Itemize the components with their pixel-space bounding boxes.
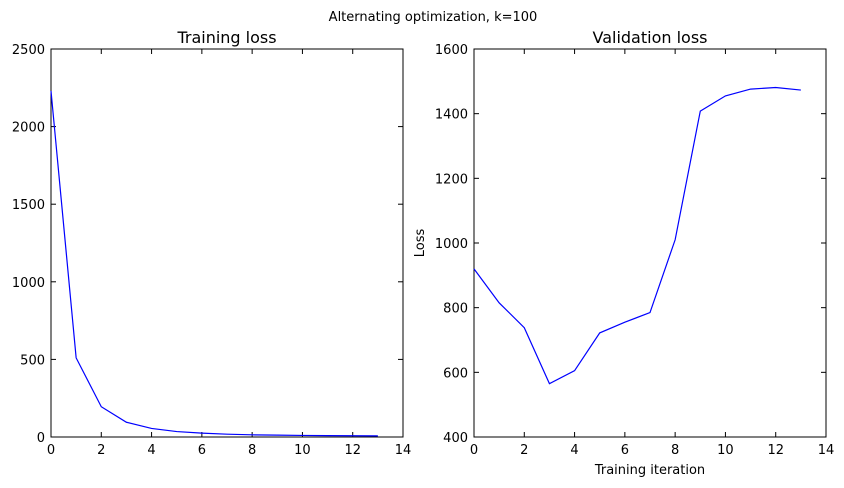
x-tick-label: 10 [294, 443, 311, 458]
y-tick-label: 2500 [12, 43, 45, 58]
y-tick-label: 400 [443, 431, 468, 446]
x-tick-label: 4 [147, 443, 155, 458]
x-tick-label: 12 [344, 443, 361, 458]
x-axis-label: Training iteration [594, 463, 705, 478]
validation-loss-plot: Validation loss 0 2 4 6 8 10 12 14 400 600 800 1000 1… [413, 28, 834, 478]
y-tick-label: 600 [443, 366, 468, 381]
series-line [473, 86, 801, 385]
x-tick-label: 4 [570, 443, 578, 458]
plot-title: Validation loss [593, 28, 708, 47]
y-tick-label: 2000 [12, 121, 45, 136]
x-tick-label: 2 [520, 443, 528, 458]
figure-suptitle: Alternating optimization, k=100 [329, 10, 538, 25]
y-tick-label: 1400 [435, 108, 468, 123]
y-tick-label: 800 [443, 302, 468, 317]
plot-frame [473, 48, 827, 438]
x-tick-label: 8 [248, 443, 256, 458]
series-line [50, 90, 378, 437]
x-tick-label: 6 [198, 443, 206, 458]
y-tick-label: 1000 [12, 276, 45, 291]
x-tick-label: 12 [767, 443, 784, 458]
training-loss-plot: Training loss 0 2 4 6 8 10 12 14 0 500 1000 1500 2000… [12, 28, 411, 458]
y-tick-label: 1000 [435, 237, 468, 252]
x-tick-label: 0 [47, 443, 55, 458]
y-tick-label: 500 [20, 353, 45, 368]
y-tick-label: 1600 [435, 43, 468, 58]
x-tick-label: 8 [671, 443, 679, 458]
y-tick-label: 1500 [12, 198, 45, 213]
x-tick-label: 2 [97, 443, 105, 458]
x-tick-label: 10 [717, 443, 734, 458]
x-tick-label: 0 [470, 443, 478, 458]
x-tick-label: 14 [818, 443, 835, 458]
y-tick-label: 0 [37, 431, 45, 446]
plot-frame [50, 48, 404, 438]
plot-title: Training loss [176, 28, 276, 47]
x-tick-label: 6 [621, 443, 629, 458]
y-tick-label: 1200 [435, 172, 468, 187]
y-axis-label: Loss [413, 229, 428, 258]
x-tick-label: 14 [395, 443, 412, 458]
